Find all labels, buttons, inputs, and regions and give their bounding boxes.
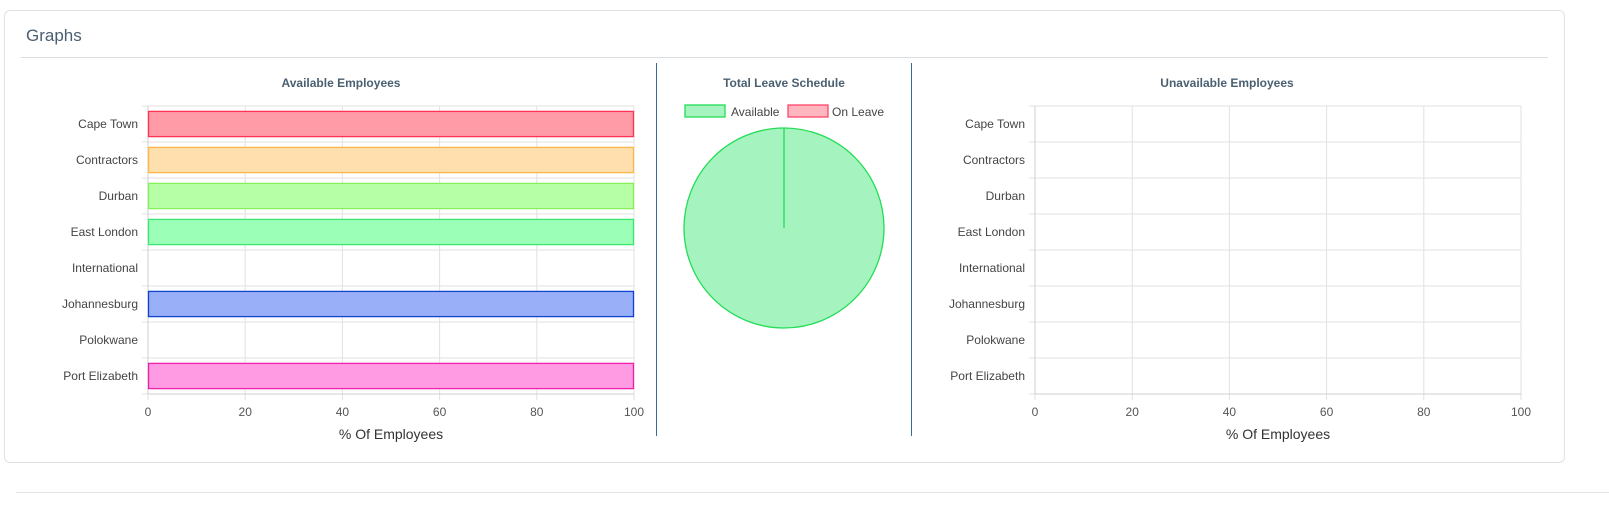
y-tick-label: Johannesburg xyxy=(62,297,138,311)
y-tick-label: International xyxy=(959,261,1025,275)
y-tick-label: Contractors xyxy=(76,153,138,167)
y-tick-label: Polokwane xyxy=(966,333,1025,347)
y-tick-label: East London xyxy=(71,225,138,239)
bar-port-elizabeth[interactable] xyxy=(147,362,635,390)
chart-title: Available Employees xyxy=(282,76,401,90)
bottom-divider xyxy=(16,492,1609,493)
y-tick-label: Polokwane xyxy=(79,333,138,347)
x-tick-label: 80 xyxy=(530,405,544,419)
legend-label[interactable]: Available xyxy=(731,105,780,119)
x-tick-label: 80 xyxy=(1417,405,1431,419)
y-tick-label: Port Elizabeth xyxy=(63,369,138,383)
x-axis-label: % Of Employees xyxy=(1226,426,1330,442)
y-tick-label: Cape Town xyxy=(965,117,1025,131)
y-tick-label: Durban xyxy=(99,189,138,203)
x-tick-label: 40 xyxy=(1223,405,1237,419)
chart-title: Total Leave Schedule xyxy=(723,76,845,90)
chart-title: Unavailable Employees xyxy=(1160,76,1294,90)
x-tick-label: 100 xyxy=(1511,405,1531,419)
bar-east-london[interactable] xyxy=(147,218,635,246)
legend-label[interactable]: On Leave xyxy=(832,105,884,119)
y-tick-label: Cape Town xyxy=(78,117,138,131)
y-tick-label: Durban xyxy=(986,189,1025,203)
x-tick-label: 60 xyxy=(433,405,447,419)
legend-swatch-on-leave[interactable] xyxy=(787,104,829,118)
legend-swatch-available[interactable] xyxy=(684,104,726,118)
chart-divider-left xyxy=(656,63,657,436)
bar-johannesburg[interactable] xyxy=(147,290,635,318)
bar-contractors[interactable] xyxy=(147,146,635,174)
y-tick-label: Contractors xyxy=(963,153,1025,167)
x-tick-label: 60 xyxy=(1320,405,1334,419)
bar-durban[interactable] xyxy=(147,182,635,210)
panel-divider xyxy=(21,57,1548,58)
chart-divider-right xyxy=(911,63,912,436)
x-axis-label: % Of Employees xyxy=(339,426,443,442)
y-tick-label: International xyxy=(72,261,138,275)
x-tick-label: 0 xyxy=(145,405,152,419)
panel-title: Graphs xyxy=(26,26,82,45)
x-tick-label: 0 xyxy=(1032,405,1039,419)
bar-cape-town[interactable] xyxy=(147,110,635,138)
y-tick-label: East London xyxy=(958,225,1025,239)
y-tick-label: Johannesburg xyxy=(949,297,1025,311)
y-tick-label: Port Elizabeth xyxy=(950,369,1025,383)
x-tick-label: 20 xyxy=(239,405,253,419)
x-tick-label: 20 xyxy=(1126,405,1140,419)
x-tick-label: 100 xyxy=(624,405,644,419)
x-tick-label: 40 xyxy=(336,405,350,419)
